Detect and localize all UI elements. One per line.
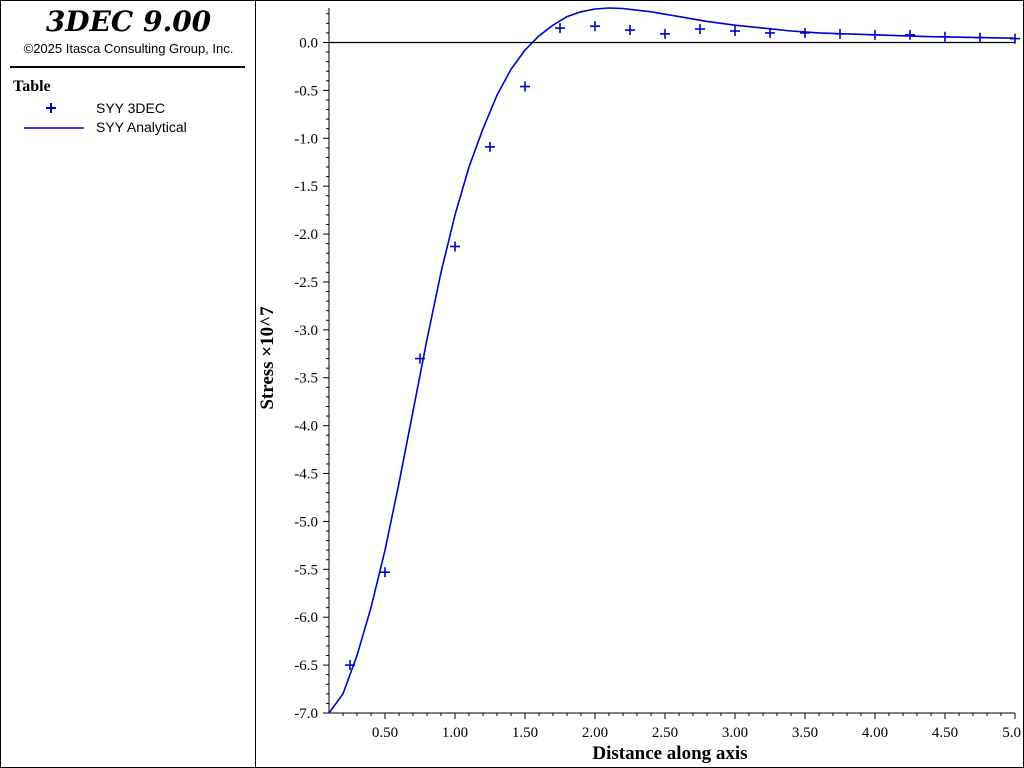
data-point-syy-3dec <box>590 21 600 32</box>
y-tick-label: -4.5 <box>294 467 318 483</box>
x-tick-label: 1.00 <box>442 725 468 741</box>
y-tick-label: -1.0 <box>294 131 318 147</box>
y-tick-label: -3.5 <box>294 371 318 387</box>
y-axis-label: Stress ×10^7 <box>257 306 278 410</box>
legend-panel: 3DEC 9.00 ©2025 Itasca Consulting Group,… <box>1 1 256 767</box>
data-point-syy-3dec <box>625 25 635 36</box>
data-point-syy-3dec <box>695 24 705 35</box>
app-title: 3DEC 9.00 <box>45 5 212 38</box>
data-point-syy-3dec <box>730 25 740 36</box>
y-tick-label: -5.5 <box>294 562 318 578</box>
chart-axes <box>328 8 1015 714</box>
y-tick-label: -6.5 <box>294 658 318 674</box>
x-tick-label: 5.0 <box>1002 725 1021 741</box>
plus-marker-icon <box>46 103 56 113</box>
x-tick-label: 0.50 <box>372 725 398 741</box>
data-point-syy-3dec <box>660 28 670 39</box>
y-tick-label: -3.0 <box>294 323 318 339</box>
legend-label: SYY Analytical <box>96 119 187 135</box>
stress-chart: 0.0 -0.5 -1.0 -1.5 -2.0 -2.5 -3.0 -3.5 -4.0 -4.5 -… <box>257 7 1021 764</box>
y-tick-label: 0.0 <box>299 35 318 51</box>
y-tick-label: -2.5 <box>294 275 318 291</box>
data-point-syy-3dec <box>520 81 530 92</box>
y-tick-label: -6.0 <box>294 610 318 626</box>
legend-divider <box>10 66 245 68</box>
data-point-syy-3dec <box>485 141 495 152</box>
line-marker-icon <box>24 127 84 129</box>
y-tick-label: -2.0 <box>294 227 318 243</box>
x-tick-label: 4.00 <box>862 725 888 741</box>
data-point-syy-3dec <box>450 241 460 252</box>
legend-item-syy-3dec: SYY 3DEC <box>21 99 251 117</box>
data-point-syy-3dec <box>380 567 390 578</box>
x-tick-label: 3.00 <box>722 725 748 741</box>
legend-title: Table <box>13 78 51 95</box>
copyright-text: ©2025 Itasca Consulting Group, Inc. <box>23 41 234 56</box>
x-tick-label: 1.50 <box>512 725 538 741</box>
chart-series <box>328 7 1020 714</box>
x-tick-label: 4.50 <box>932 725 958 741</box>
y-tick-label: -1.5 <box>294 179 318 195</box>
x-tick-label: 2.50 <box>652 725 678 741</box>
data-point-syy-3dec <box>905 29 915 40</box>
y-tick-label: -5.0 <box>294 514 318 530</box>
series-line-syy-analytical <box>328 7 1016 714</box>
x-axis-label: Distance along axis <box>592 743 747 764</box>
chart-ticks: 0.0 -0.5 -1.0 -1.5 -2.0 -2.5 -3.0 -3.5 -4.0 -4.5 -… <box>294 13 1021 741</box>
y-tick-label: -7.0 <box>294 706 318 722</box>
data-point-syy-3dec <box>555 23 565 34</box>
legend-label: SYY 3DEC <box>96 100 165 116</box>
x-tick-label: 3.50 <box>792 725 818 741</box>
y-tick-label: -0.5 <box>294 83 318 99</box>
legend-item-syy-analytical: SYY Analytical <box>21 118 251 136</box>
x-tick-label: 2.00 <box>582 725 608 741</box>
y-tick-label: -4.0 <box>294 419 318 435</box>
